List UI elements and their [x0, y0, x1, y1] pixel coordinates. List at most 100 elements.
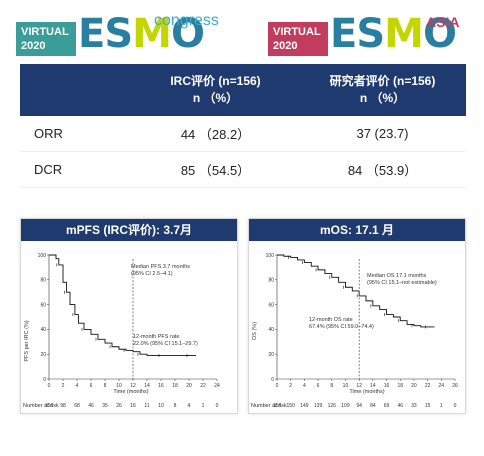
- os-x-tick-label: 0: [276, 383, 279, 389]
- os-x-tick-label: 24: [439, 383, 445, 389]
- pfs-xlabel: Time (months): [113, 389, 148, 395]
- pfs-x-tick-label: 6: [90, 383, 93, 389]
- virtual-badge: VIRTUAL 2020: [268, 22, 328, 56]
- pfs-risk-number: 4: [188, 403, 191, 409]
- os-y-tick-label: 80: [268, 278, 274, 284]
- os-x-tick-label: 10: [343, 383, 349, 389]
- os-x-tick-label: 12: [356, 383, 362, 389]
- os-risk-number: 150: [287, 403, 296, 409]
- os-x-tick-label: 26: [452, 383, 458, 389]
- esmo-asia-logo: VIRTUAL 2020 ESMO ASIA: [268, 10, 468, 60]
- pfs-x-tick-label: 10: [116, 383, 122, 389]
- table-header: IRC评价 (n=156) n （%） 研究者评价 (n=156) n （%）: [20, 64, 466, 116]
- os-y-tick-label: 40: [268, 327, 274, 333]
- cell-investigator: 84 （53.9）: [347, 163, 418, 178]
- pfs-x-tick-label: 0: [48, 383, 51, 389]
- os-risk-number: 84: [370, 403, 376, 409]
- os-risk-number: 1: [440, 403, 443, 409]
- row-label: ORR: [34, 126, 63, 141]
- os-risk-number: 149: [300, 403, 309, 409]
- os-risk-number: 15: [425, 403, 431, 409]
- pfs-survival-curve: [49, 254, 196, 356]
- virtual-badge: VIRTUAL 2020: [16, 22, 76, 56]
- pfs-risk-number: 1: [202, 403, 205, 409]
- os-title: mOS: 17.1 月: [249, 219, 465, 241]
- cell-investigator: 37 (23.7): [356, 126, 409, 141]
- os-y-tick-label: 100: [266, 253, 275, 259]
- pfs-x-tick-label: 4: [76, 383, 79, 389]
- pfs-x-tick-label: 22: [200, 383, 206, 389]
- os-risk-number: 69: [384, 403, 390, 409]
- os-x-tick-label: 20: [411, 383, 417, 389]
- esmo-wordmark: ESMO: [78, 11, 205, 57]
- cell-irc: 44 （28.2）: [180, 127, 251, 142]
- virtual-text: VIRTUAL: [21, 26, 69, 38]
- os-x-tick-label: 6: [317, 383, 320, 389]
- os-y-tick-label: 0: [271, 377, 274, 383]
- esmo-virtual-congress-logo: VIRTUAL 2020 ESMO congress: [16, 10, 226, 60]
- pfs-title: mPFS (IRC评价): 3.7月: [21, 219, 237, 241]
- os-x-tick-label: 2: [289, 383, 292, 389]
- congress-tag: congress: [154, 12, 219, 29]
- header-investigator: 研究者评价 (n=156) n （%）: [329, 74, 436, 105]
- os-y-tick-label: 20: [268, 352, 274, 358]
- pfs-x-tick-label: 14: [144, 383, 150, 389]
- pfs-km-chart: PFS per IRC (%) Median PFS 3.7 months (9…: [23, 253, 220, 409]
- pfs-rate-line2: 22.0% (95% CI 15.1–29.7): [133, 341, 198, 347]
- os-x-tick-label: 14: [370, 383, 376, 389]
- pfs-y-tick-label: 40: [40, 327, 46, 333]
- pfs-risk-number: 156: [45, 403, 54, 409]
- os-risk-number: 109: [341, 403, 350, 409]
- year-text: 2020: [273, 40, 298, 52]
- pfs-y-tick-label: 20: [40, 352, 46, 358]
- year-text: 2020: [21, 40, 46, 52]
- pfs-x-tick-label: 16: [158, 383, 164, 389]
- cell-irc: 85 （54.5）: [180, 163, 251, 178]
- os-rate-line2: 67.4% (95% CI 59.0–74.4): [309, 324, 374, 330]
- os-x-tick-label: 4: [303, 383, 306, 389]
- os-risk-number: 139: [314, 403, 323, 409]
- os-x-tick-label: 18: [397, 383, 403, 389]
- pfs-risk-number: 35: [102, 403, 108, 409]
- os-risk-number: 33: [411, 403, 417, 409]
- esmo-wordmark: ESMO: [330, 11, 457, 57]
- pfs-risk-number: 10: [158, 403, 164, 409]
- pfs-ylabel: PFS per IRC (%): [24, 320, 30, 361]
- header-irc: IRC评价 (n=156) n （%）: [170, 74, 261, 105]
- pfs-y-tick-label: 100: [38, 253, 47, 259]
- os-x-tick-label: 8: [330, 383, 333, 389]
- os-x-tick-label: 16: [384, 383, 390, 389]
- os-risk-number: 0: [454, 403, 457, 409]
- pfs-y-tick-label: 80: [40, 278, 46, 284]
- pfs-median-line1: Median PFS 3.7 months: [131, 264, 190, 270]
- virtual-text: VIRTUAL: [273, 26, 321, 38]
- pfs-risk-number: 16: [130, 403, 136, 409]
- pfs-y-tick-label: 60: [40, 302, 46, 308]
- response-table: IRC评价 (n=156) n （%） 研究者评价 (n=156) n （%） …: [20, 64, 466, 188]
- pfs-rate-line1: 12-month PFS rate: [133, 334, 179, 340]
- pfs-risk-number: 98: [60, 403, 66, 409]
- pfs-x-tick-label: 20: [186, 383, 192, 389]
- pfs-risk-number: 0: [216, 403, 219, 409]
- pfs-y-tick-label: 0: [43, 377, 46, 383]
- pfs-x-tick-label: 18: [172, 383, 178, 389]
- pfs-x-tick-label: 8: [104, 383, 107, 389]
- pfs-panel: mPFS (IRC评价): 3.7月 PFS per IRC (%) Media…: [20, 218, 238, 414]
- pfs-risk-label: Number at risk: [23, 403, 59, 409]
- pfs-risk-number: 46: [88, 403, 94, 409]
- pfs-risk-number: 68: [74, 403, 80, 409]
- os-km-chart: OS (%) Median OS 17.1 months (95% CI 15.…: [251, 253, 458, 409]
- asia-tag: ASIA: [426, 14, 460, 30]
- os-median-line1: Median OS 17.1 months: [367, 273, 427, 279]
- pfs-x-tick-label: 12: [130, 383, 136, 389]
- os-y-tick-label: 60: [268, 302, 274, 308]
- os-ylabel: OS (%): [252, 322, 258, 340]
- pfs-x-tick-label: 24: [214, 383, 220, 389]
- pfs-median-line2: (95% CI 2.5–4.1): [131, 271, 173, 277]
- os-xlabel: Time (months): [349, 389, 384, 395]
- os-rate-line1: 12-month OS rate: [309, 317, 353, 323]
- row-label: DCR: [34, 162, 63, 177]
- pfs-risk-number: 26: [116, 403, 122, 409]
- table-row: DCR 85 （54.5） 84 （53.9）: [20, 152, 466, 188]
- pfs-x-tick-label: 2: [62, 383, 65, 389]
